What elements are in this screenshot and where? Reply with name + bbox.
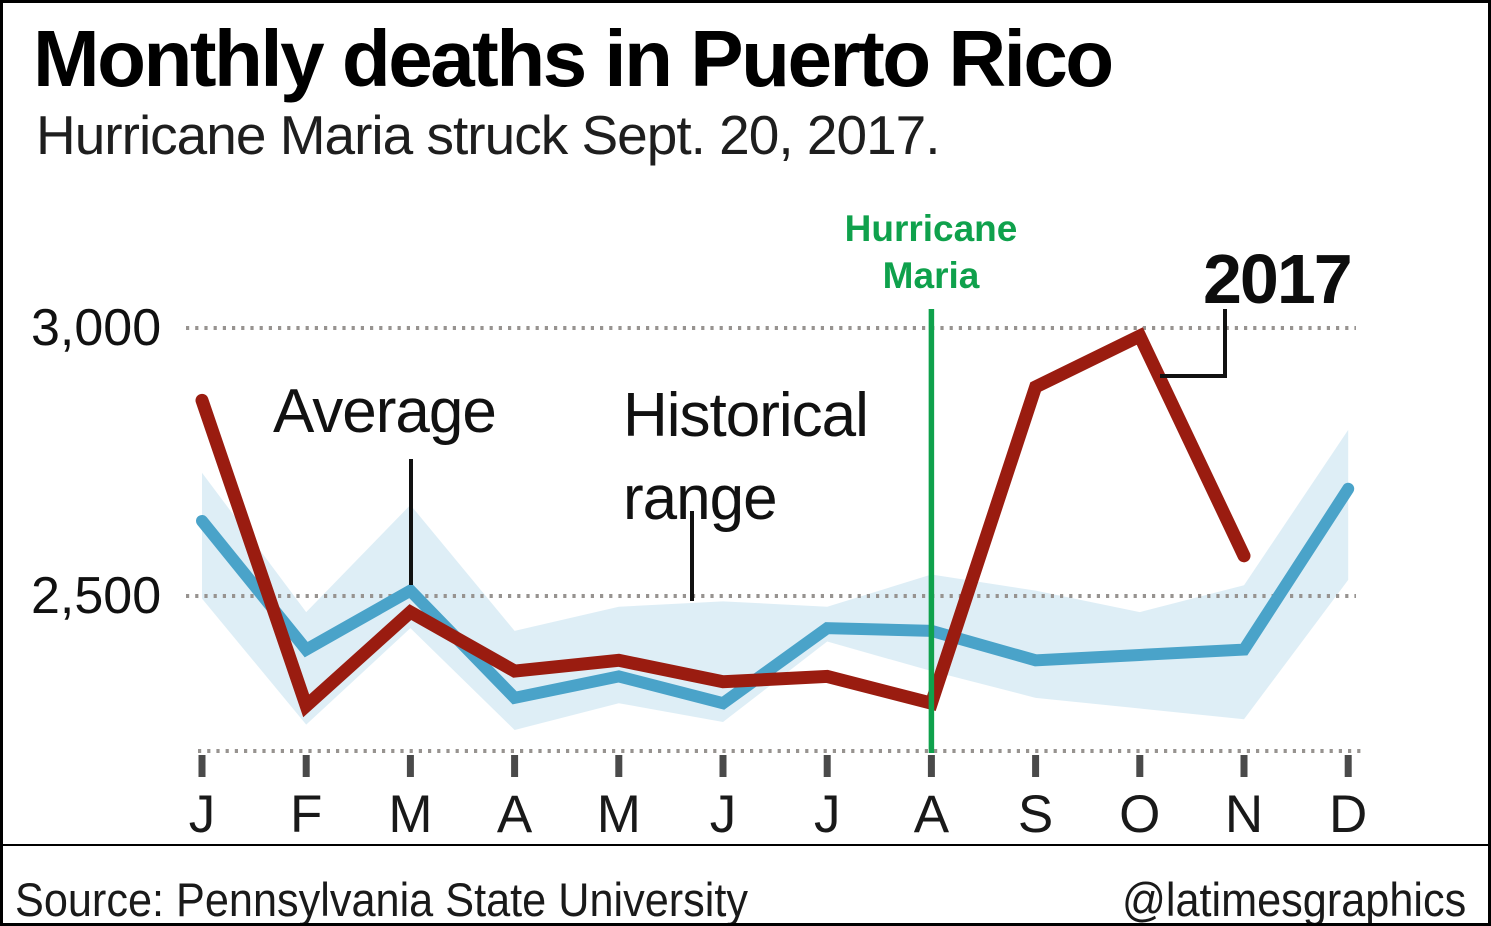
x-axis-label-9: S [1017,785,1054,844]
month-tick-7 [823,755,831,777]
month-tick-1 [198,755,206,777]
x-axis-label-6: J [709,785,737,844]
y-axis-label-2500: 2,500 [31,567,162,625]
hurricane-maria-line2: Maria [882,255,980,296]
year-2017-connector [1160,309,1227,378]
x-axis-label-1: J [188,785,216,844]
x-axis-label-7: J [813,785,841,844]
graphics-handle: @latimesgraphics [1121,873,1466,926]
series-average-line [196,482,1355,710]
month-tick-11 [1240,755,1248,777]
series-2017-line [195,327,1251,718]
footer-divider [3,844,1488,846]
month-tick-12 [1344,755,1352,777]
average-annotation-label: Average [273,377,497,446]
series-2017-annotation-label: 2017 [1203,240,1353,318]
x-axis-label-12: D [1329,785,1368,844]
month-tick-6 [719,755,727,777]
hurricane-maria-line1: Hurricane [844,208,1018,249]
x-axis-label-8: A [913,785,950,844]
historical-range-annotation-label: Historical range [623,374,869,540]
x-axis-label-3: M [388,785,433,844]
page-subtitle: Hurricane Maria struck Sept. 20, 2017. [36,104,941,166]
historical-range-line1: Historical [623,381,869,450]
month-tick-2 [302,755,310,777]
y-axis-label-3000: 3,000 [31,299,162,357]
x-axis-label-11: N [1224,785,1264,844]
hurricane-maria-annotation-label: Hurricane Maria [781,205,1081,299]
month-tick-5 [615,755,623,777]
x-axis-label-2: F [290,785,323,844]
x-axis-label-5: M [596,785,641,844]
x-axis-label-10: O [1119,785,1161,844]
source-credit: Source: Pennsylvania State University [15,873,749,926]
month-tick-9 [1032,755,1040,777]
x-axis-label-4: A [496,785,533,844]
historical-range-line2: range [623,464,778,533]
month-tick-4 [511,755,519,777]
month-tick-10 [1136,755,1144,777]
deaths-line-chart [186,309,1363,777]
month-tick-3 [406,755,414,777]
page-title: Monthly deaths in Puerto Rico [33,14,1114,103]
month-tick-8 [927,755,935,777]
